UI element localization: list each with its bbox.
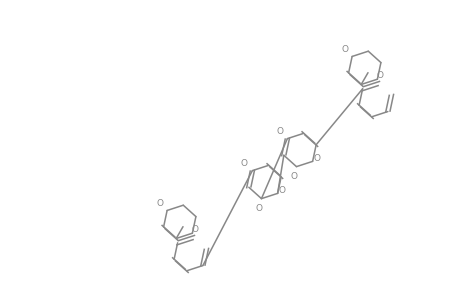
- Text: O: O: [341, 45, 347, 54]
- Text: O: O: [240, 159, 247, 168]
- Text: O: O: [290, 172, 297, 181]
- Text: O: O: [276, 128, 283, 136]
- Text: O: O: [156, 199, 163, 208]
- Text: O: O: [376, 71, 383, 80]
- Text: O: O: [313, 154, 319, 163]
- Text: O: O: [278, 186, 285, 195]
- Text: O: O: [255, 204, 262, 213]
- Text: O: O: [191, 225, 198, 234]
